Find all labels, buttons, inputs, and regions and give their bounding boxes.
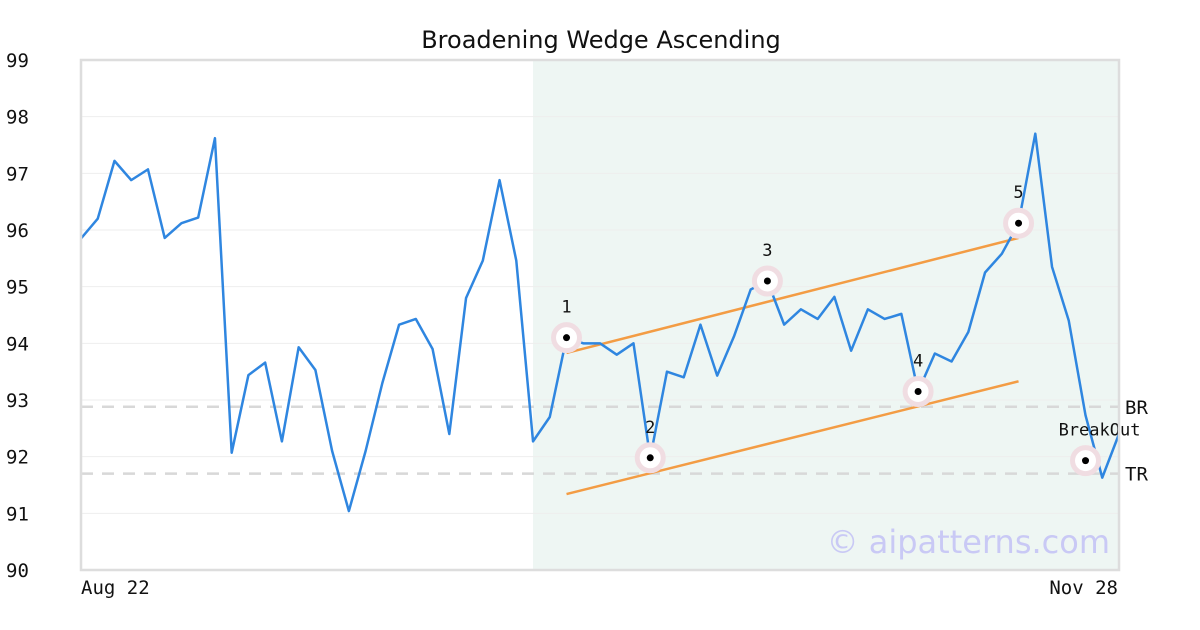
pivot-label-3: 3 xyxy=(762,241,772,261)
y-tick-label-96: 96 xyxy=(6,220,29,242)
breakout-dot xyxy=(1082,457,1090,465)
y-tick-label-90: 90 xyxy=(6,560,29,582)
watermark: © aipatterns.com xyxy=(827,523,1110,561)
reference-label-br: BR xyxy=(1125,397,1148,419)
plot-background xyxy=(533,60,1119,570)
grid-lines xyxy=(81,116,1119,514)
pattern-highlight-band xyxy=(533,60,1119,570)
pivot-dot-5 xyxy=(1015,219,1023,227)
plot-frame xyxy=(79,58,1121,572)
y-tick-label-95: 95 xyxy=(6,277,29,299)
pivot-label-5: 5 xyxy=(1013,183,1023,203)
y-tick-label-97: 97 xyxy=(6,163,29,185)
pivot-dot-4 xyxy=(914,388,922,395)
breakout-label: BreakOut xyxy=(1059,421,1141,441)
upper-trendline xyxy=(566,236,1019,355)
x-tick-end: Nov 28 xyxy=(1049,577,1118,599)
chart-title: Broadening Wedge Ascending xyxy=(421,26,781,54)
axis-labels: 90 91 92 93 94 95 96 97 98 99 xyxy=(6,50,29,582)
price-line xyxy=(80,132,1121,513)
reference-lines: BR TR xyxy=(81,397,1148,486)
reference-label-tr: TR xyxy=(1125,464,1148,486)
price-series xyxy=(80,132,1121,513)
y-tick-label-92: 92 xyxy=(6,447,29,469)
y-tick-label-91: 91 xyxy=(6,503,29,525)
y-tick-label-94: 94 xyxy=(6,333,29,355)
pivot-label-2: 2 xyxy=(645,418,655,438)
pivot-dot-2 xyxy=(646,454,654,462)
y-tick-label-93: 93 xyxy=(6,390,29,412)
pivot-label-4: 4 xyxy=(913,352,923,372)
pivot-dot-1 xyxy=(563,334,571,342)
plot-border xyxy=(79,58,1121,572)
lower-trendline xyxy=(566,380,1019,496)
pivot-label-1: 1 xyxy=(561,298,571,318)
trendlines xyxy=(566,236,1019,496)
x-tick-start: Aug 22 xyxy=(81,577,150,599)
y-tick-label-99: 99 xyxy=(6,50,29,72)
pivot-dot-3 xyxy=(763,277,771,285)
y-tick-label-98: 98 xyxy=(6,107,29,129)
